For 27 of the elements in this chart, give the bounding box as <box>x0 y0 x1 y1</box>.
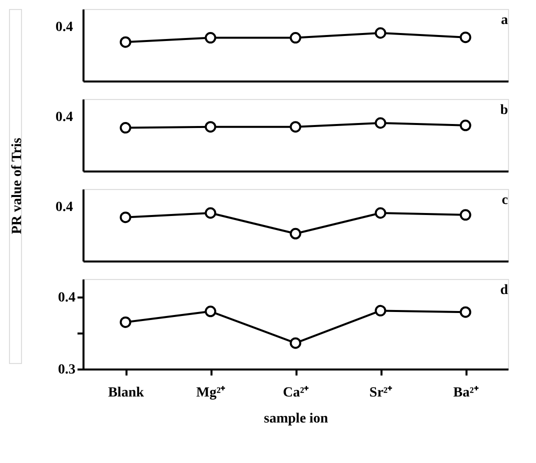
y-axis-title: PR value of Tris <box>10 137 25 234</box>
y-tick-label: 0.3 <box>58 362 76 378</box>
point <box>204 32 216 44</box>
point <box>374 304 386 316</box>
point <box>290 228 302 240</box>
text: b <box>500 103 508 118</box>
point <box>460 209 472 221</box>
point <box>120 36 132 48</box>
x-tick-label: Mg²⁺ <box>196 386 226 400</box>
point <box>374 207 386 219</box>
x-tick-label: Ba²⁺ <box>453 386 479 400</box>
point <box>460 306 472 318</box>
point <box>204 306 216 318</box>
point <box>460 32 472 44</box>
point <box>120 212 132 224</box>
point <box>120 316 132 328</box>
text: a <box>501 13 508 28</box>
point <box>290 337 302 349</box>
point <box>374 27 386 39</box>
annotation: d <box>500 283 508 298</box>
x-tick-label: Blank <box>108 386 144 400</box>
text: c <box>502 193 508 208</box>
x-tick-label: Ca²⁺ <box>282 386 310 400</box>
point <box>290 32 302 44</box>
x-axis-title: sample ion <box>264 412 328 426</box>
x-tick-label: Sr²⁺ <box>369 386 393 400</box>
point <box>204 207 216 219</box>
